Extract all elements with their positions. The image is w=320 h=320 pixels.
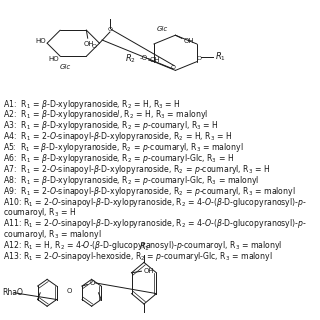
Text: A3:  R$_1$ = $\beta$-D-xylopyranoside, R$_2$ = $p$-coumaryl, R$_3$ = H: A3: R$_1$ = $\beta$-D-xylopyranoside, R$… bbox=[3, 119, 219, 132]
Text: A2:  R$_1$ = $\beta$-D-xylopyranoside$\mathit{l}$, R$_2$ = H, R$_3$ = malonyl: A2: R$_1$ = $\beta$-D-xylopyranoside$\ma… bbox=[3, 108, 208, 122]
Text: O: O bbox=[92, 44, 97, 49]
Text: A1:  R$_1$ = $\beta$-D-xylopyranoside, R$_2$ = H, R$_3$ = H: A1: R$_1$ = $\beta$-D-xylopyranoside, R$… bbox=[3, 98, 180, 111]
Text: OH: OH bbox=[150, 57, 160, 63]
Text: OH: OH bbox=[84, 41, 94, 47]
Text: O: O bbox=[90, 280, 95, 286]
Text: HO: HO bbox=[48, 56, 59, 62]
Text: coumaroyl, R$_3$ = malonyl: coumaroyl, R$_3$ = malonyl bbox=[3, 228, 101, 241]
Text: OH: OH bbox=[143, 268, 154, 274]
Text: $R_1$: $R_1$ bbox=[139, 240, 149, 253]
Text: A7:  R$_1$ = 2-$O$-sinapoyl-$\beta$-D-xylopyranoside, R$_2$ = $p$-coumaryl, R$_3: A7: R$_1$ = 2-$O$-sinapoyl-$\beta$-D-xyl… bbox=[3, 163, 270, 176]
Text: Glc: Glc bbox=[157, 26, 168, 32]
Text: O: O bbox=[67, 288, 72, 294]
Text: A4:  R$_1$ = 2-$O$-sinapoyl-$\beta$-D-xylopyranoside, R$_2$ = H, R$_3$ = H: A4: R$_1$ = 2-$O$-sinapoyl-$\beta$-D-xyl… bbox=[3, 130, 232, 143]
Text: A11: R$_1$ = 2-$O$-sinapoyl-$\beta$-D-xylopyranoside, R$_2$ = 4-$O$-($\beta$-D-g: A11: R$_1$ = 2-$O$-sinapoyl-$\beta$-D-xy… bbox=[3, 217, 306, 230]
Text: A12: R$_1$ = H, R$_2$ = 4-$O$-($\beta$-D-glucopyranosyl)-$p$-coumaroyl, R$_3$ = : A12: R$_1$ = H, R$_2$ = 4-$O$-($\beta$-D… bbox=[3, 239, 282, 252]
Text: $R_2$: $R_2$ bbox=[124, 52, 136, 65]
Text: OH: OH bbox=[183, 38, 194, 44]
Text: A6:  R$_1$ = $\beta$-D-xylopyranoside, R$_2$ = $p$-coumaryl-Glc, R$_3$ = H: A6: R$_1$ = $\beta$-D-xylopyranoside, R$… bbox=[3, 152, 234, 165]
Text: A13: R$_1$ = 2-$O$-sinapoyl-hexoside, R$_2$ = $p$-coumaryl-Glc, R$_3$ = malonyl: A13: R$_1$ = 2-$O$-sinapoyl-hexoside, R$… bbox=[3, 250, 272, 263]
Text: A5:  R$_1$ = $\beta$-D-xylopyranoside, R$_2$ = $p$-coumaryl, R$_3$ = malonyl: A5: R$_1$ = $\beta$-D-xylopyranoside, R$… bbox=[3, 141, 243, 154]
Text: Glc: Glc bbox=[60, 64, 71, 70]
Text: $R_1$: $R_1$ bbox=[215, 51, 226, 63]
Text: A10: R$_1$ = 2-$O$-sinapoyl-$\beta$-D-xylopyranoside, R$_2$ = 4-$O$-($\beta$-D-g: A10: R$_1$ = 2-$O$-sinapoyl-$\beta$-D-xy… bbox=[3, 196, 306, 209]
Text: O: O bbox=[170, 65, 175, 70]
Text: coumaroyl, R$_3$ = H: coumaroyl, R$_3$ = H bbox=[3, 206, 76, 220]
Text: -O-: -O- bbox=[139, 55, 150, 61]
Text: A8:  R$_1$ = $\beta$-D-xylopyranoside, R$_2$ = $p$-coumaryl-Glc, R$_3$ = malonyl: A8: R$_1$ = $\beta$-D-xylopyranoside, R$… bbox=[3, 174, 259, 187]
Text: RhaO: RhaO bbox=[3, 288, 23, 297]
Text: HO: HO bbox=[35, 38, 46, 44]
Text: O: O bbox=[197, 56, 202, 61]
Text: O: O bbox=[108, 27, 112, 32]
Text: A9:  R$_1$ = 2-$O$-sinapoyl-$\beta$-D-xylopyranoside, R$_2$ = $p$-coumaryl, R$_3: A9: R$_1$ = 2-$O$-sinapoyl-$\beta$-D-xyl… bbox=[3, 185, 295, 198]
